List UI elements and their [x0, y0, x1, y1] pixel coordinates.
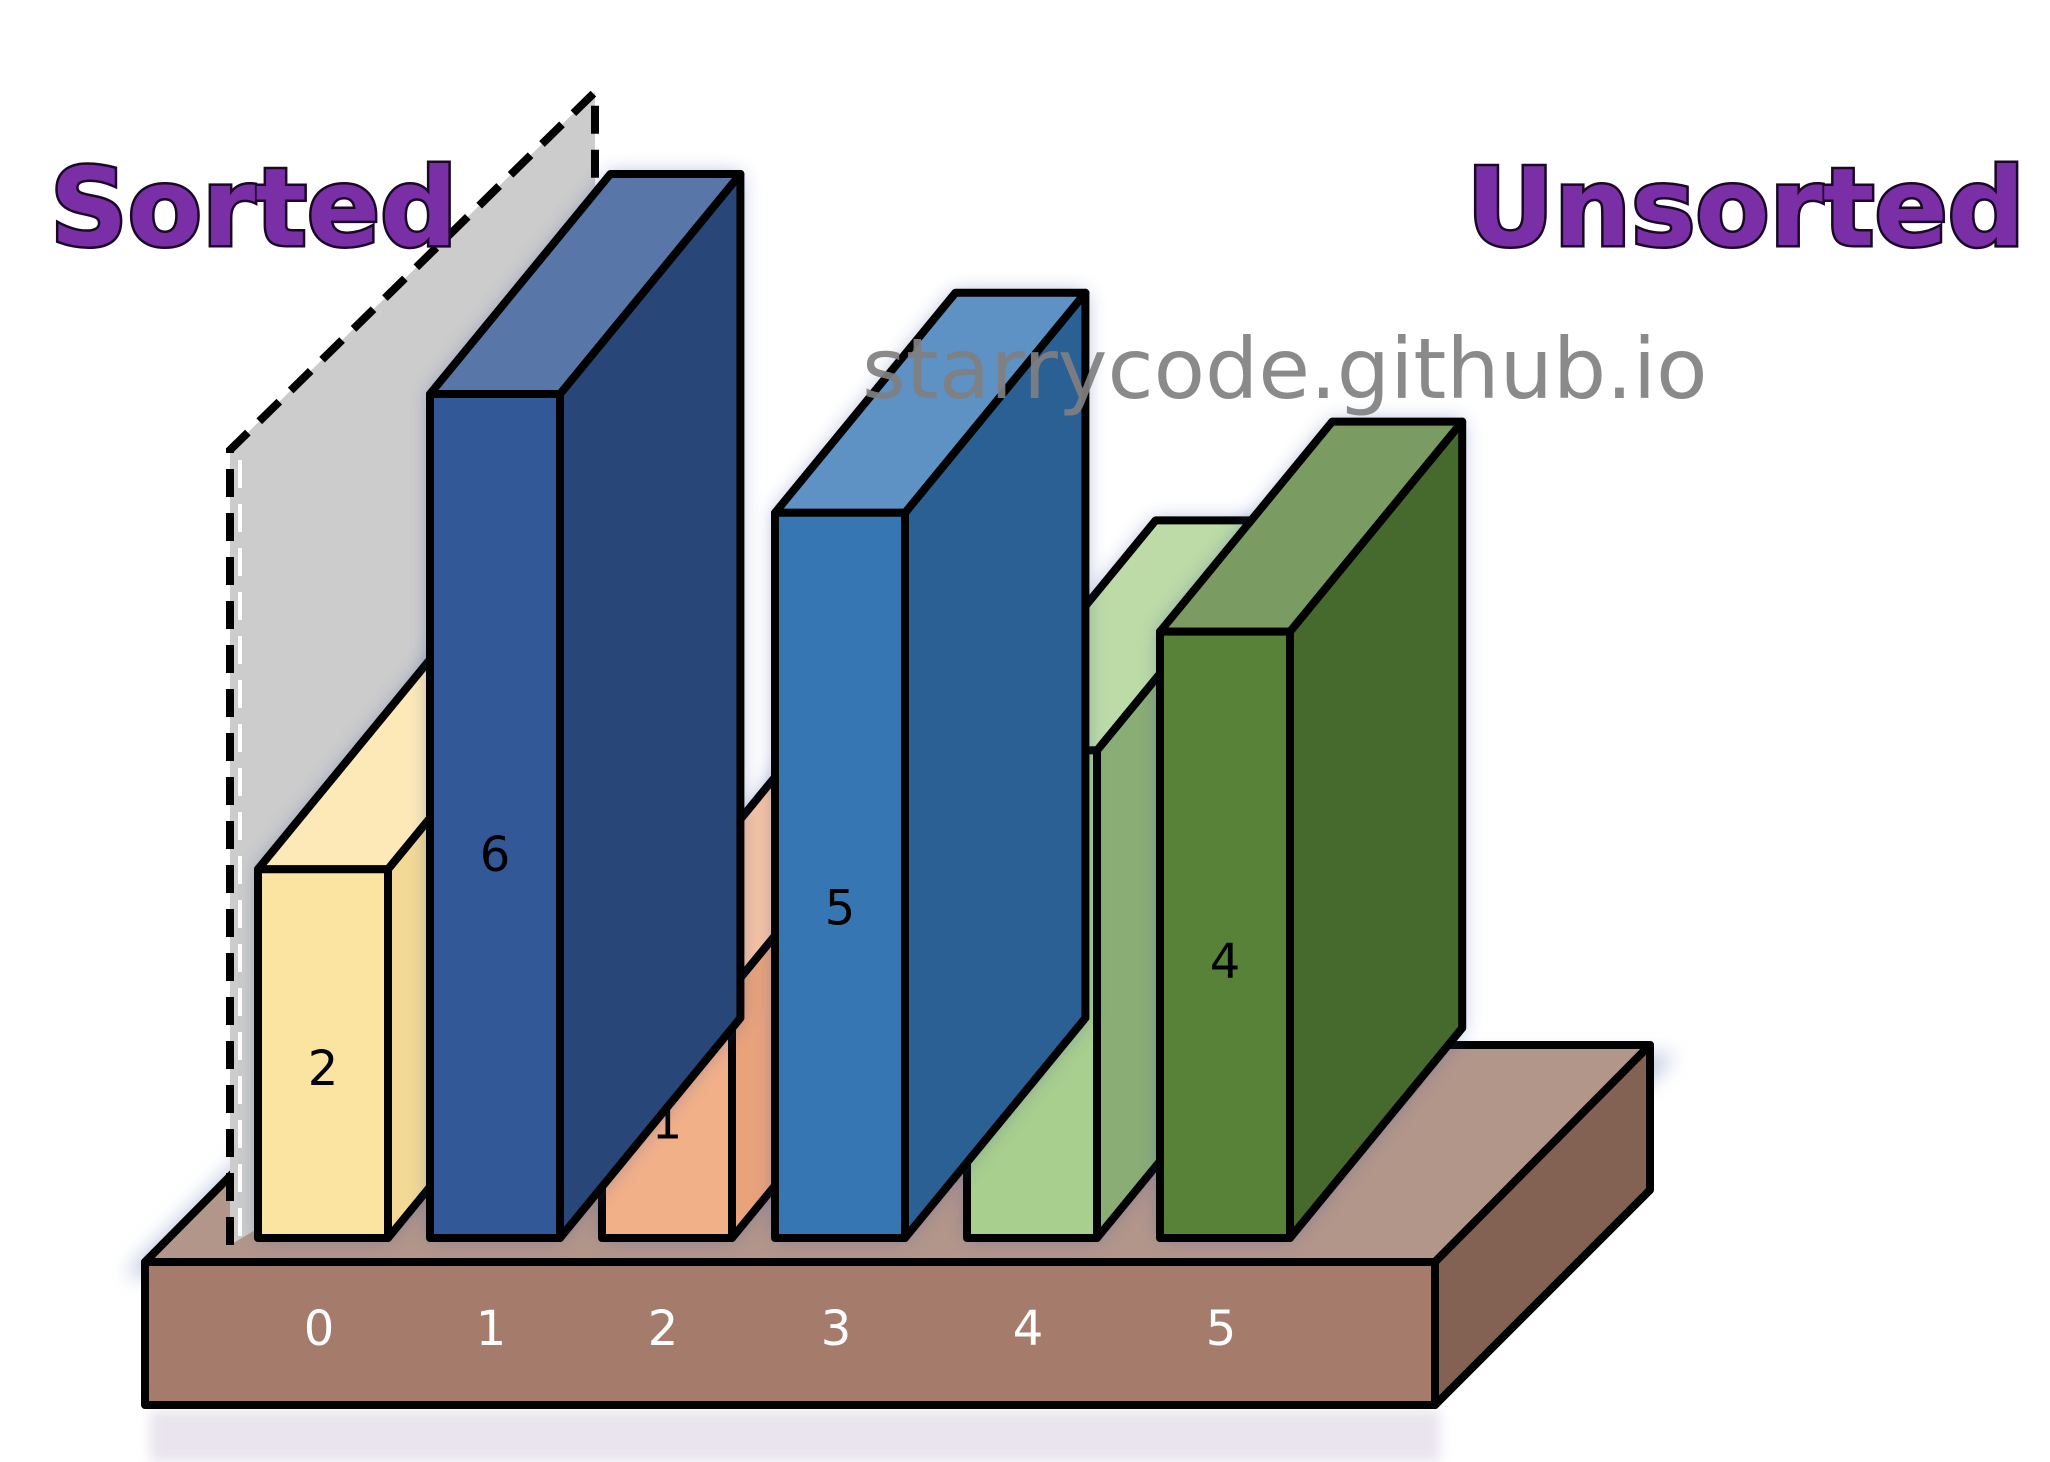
array-bar: 6	[426, 170, 745, 1242]
bar-value-label: 5	[825, 881, 856, 937]
unsorted-heading: Unsorted	[1466, 146, 2025, 271]
base-reflection	[150, 1410, 1440, 1462]
index-label: 3	[821, 1301, 852, 1357]
bar-value-label: 4	[1210, 934, 1241, 990]
array-bars: 216354	[254, 170, 1467, 1243]
index-label: 4	[1013, 1301, 1044, 1357]
bar-front-face	[1156, 627, 1294, 1242]
sorted-heading: Sorted	[50, 146, 457, 271]
index-label: 2	[648, 1301, 679, 1357]
watermark-text: starrycode.github.io	[862, 320, 1708, 418]
bar-front-face	[426, 390, 564, 1242]
index-label: 1	[476, 1301, 507, 1357]
index-label: 0	[304, 1301, 335, 1357]
bar-front-face	[254, 865, 392, 1242]
bar-front-face	[771, 508, 909, 1242]
index-labels: 0 1 2 3 4 5	[304, 1301, 1237, 1357]
divider-dashed-edge	[226, 82, 599, 1245]
index-label: 5	[1206, 1301, 1237, 1357]
base-front-face	[141, 1258, 1439, 1409]
bar-value-label: 2	[308, 1041, 339, 1097]
array-bar: 4	[1156, 417, 1467, 1242]
bar-value-label: 6	[480, 827, 511, 883]
array-bar: 5	[771, 288, 1090, 1242]
